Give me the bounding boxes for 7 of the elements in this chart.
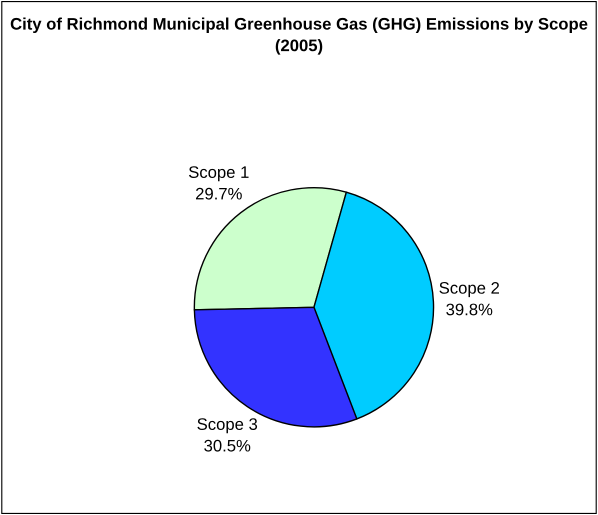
slice-label: Scope 3: [197, 418, 258, 434]
chart-title: City of Richmond Municipal Greenhouse Gas (GHG) Emissions by Scope (2005): [10, 17, 588, 55]
data-label: 30.5%: [204, 440, 250, 452]
data-label: 39.8%: [446, 304, 492, 316]
data-label: 29.7%: [196, 188, 242, 200]
slice-label: Scope 1: [188, 166, 249, 182]
slice-label: Scope 2: [439, 282, 500, 298]
